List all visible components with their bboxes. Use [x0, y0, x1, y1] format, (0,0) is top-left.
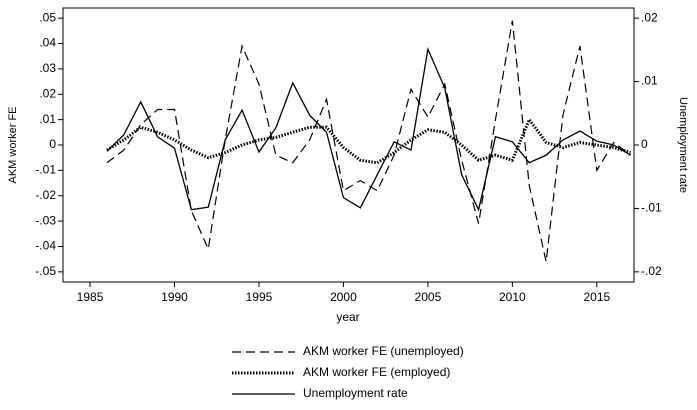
y-tick-label: .05 — [39, 10, 56, 24]
y2-tick-label: 0 — [641, 137, 648, 151]
y2-tick-label: .01 — [641, 74, 658, 88]
y-tick-label: -.01 — [35, 163, 56, 177]
x-tick-label: 2010 — [499, 290, 526, 304]
x-tick-label: 1985 — [77, 290, 104, 304]
y2-tick-label: -.02 — [641, 264, 662, 278]
x-tick-label: 2005 — [415, 290, 442, 304]
y-tick-label: .01 — [39, 112, 56, 126]
y-tick-label: -.04 — [35, 239, 56, 253]
legend-label: Unemployment rate — [303, 386, 408, 400]
y-tick-label: .03 — [39, 61, 56, 75]
y-tick-label: 0 — [49, 137, 56, 151]
y2-tick-label: .02 — [641, 10, 658, 24]
x-tick-label: 2015 — [583, 290, 610, 304]
x-tick-label: 1990 — [161, 290, 188, 304]
x-tick-label: 2000 — [330, 290, 357, 304]
series-line — [106, 20, 631, 262]
y2-axis-label: Unemployment rate — [677, 97, 689, 193]
y-tick-label: -.03 — [35, 213, 56, 227]
series-line — [106, 46, 631, 212]
x-axis-label: year — [336, 310, 359, 324]
y-tick-label: -.05 — [35, 264, 56, 278]
y2-tick-label: -.01 — [641, 201, 662, 215]
x-tick-label: 1995 — [246, 290, 273, 304]
legend-label: AKM worker FE (unemployed) — [303, 344, 464, 358]
series-line — [106, 116, 632, 165]
y-axis-label: AKM worker FE — [7, 106, 19, 183]
y-tick-label: .02 — [39, 86, 56, 100]
y-tick-label: -.02 — [35, 188, 56, 202]
y-tick-label: .04 — [39, 36, 56, 50]
legend-label: AKM worker FE (employed) — [303, 365, 450, 379]
